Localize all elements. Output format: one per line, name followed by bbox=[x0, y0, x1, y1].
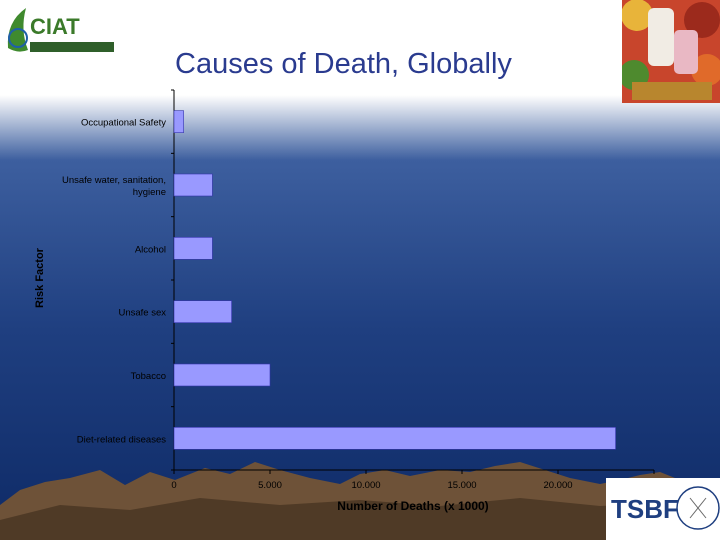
x-tick-labels: 0 5.000 10.000 15.000 20.000 bbox=[171, 480, 572, 491]
x-tick-label: 0 bbox=[171, 480, 176, 491]
bar bbox=[173, 173, 213, 197]
category-label: Unsafe water, sanitation, bbox=[62, 175, 166, 186]
food-photo bbox=[622, 0, 720, 103]
globe-icon bbox=[8, 28, 28, 48]
x-tick-label: 15.000 bbox=[447, 480, 476, 491]
category-label: Occupational Safety bbox=[81, 118, 166, 129]
bar bbox=[173, 237, 213, 260]
logo-ciat-text: CIAT bbox=[30, 14, 80, 39]
slide-title: Causes of Death, Globally bbox=[175, 48, 512, 80]
category-label: Unsafe sex bbox=[118, 308, 166, 319]
bar bbox=[173, 427, 616, 450]
tsbf-logo: TSBF bbox=[606, 478, 720, 540]
y-axis-label: Risk Factor bbox=[34, 247, 46, 308]
chart-axes bbox=[171, 89, 655, 474]
x-axis-label: Number of Deaths (x 1000) bbox=[337, 499, 488, 513]
bar bbox=[173, 363, 271, 387]
logo-tsbf-text: TSBF bbox=[611, 494, 679, 524]
x-tick-label: 10.000 bbox=[351, 480, 380, 491]
mountain-foreground bbox=[0, 498, 720, 540]
category-label: Diet-related diseases bbox=[77, 434, 166, 445]
chart-bars bbox=[173, 110, 616, 450]
logo-banner bbox=[30, 42, 114, 52]
bar bbox=[173, 300, 232, 323]
x-tick-label: 20.000 bbox=[543, 480, 572, 491]
ciat-logo: CIAT bbox=[7, 8, 114, 52]
category-label: Alcohol bbox=[135, 244, 166, 255]
category-label: Tobacco bbox=[131, 371, 166, 382]
tsbf-circle-icon bbox=[676, 486, 720, 530]
x-tick-label: 5.000 bbox=[258, 480, 282, 491]
category-label: hygiene bbox=[133, 187, 166, 198]
bar bbox=[173, 110, 184, 133]
category-labels: Occupational Safety Unsafe water, sanitat… bbox=[62, 118, 166, 446]
